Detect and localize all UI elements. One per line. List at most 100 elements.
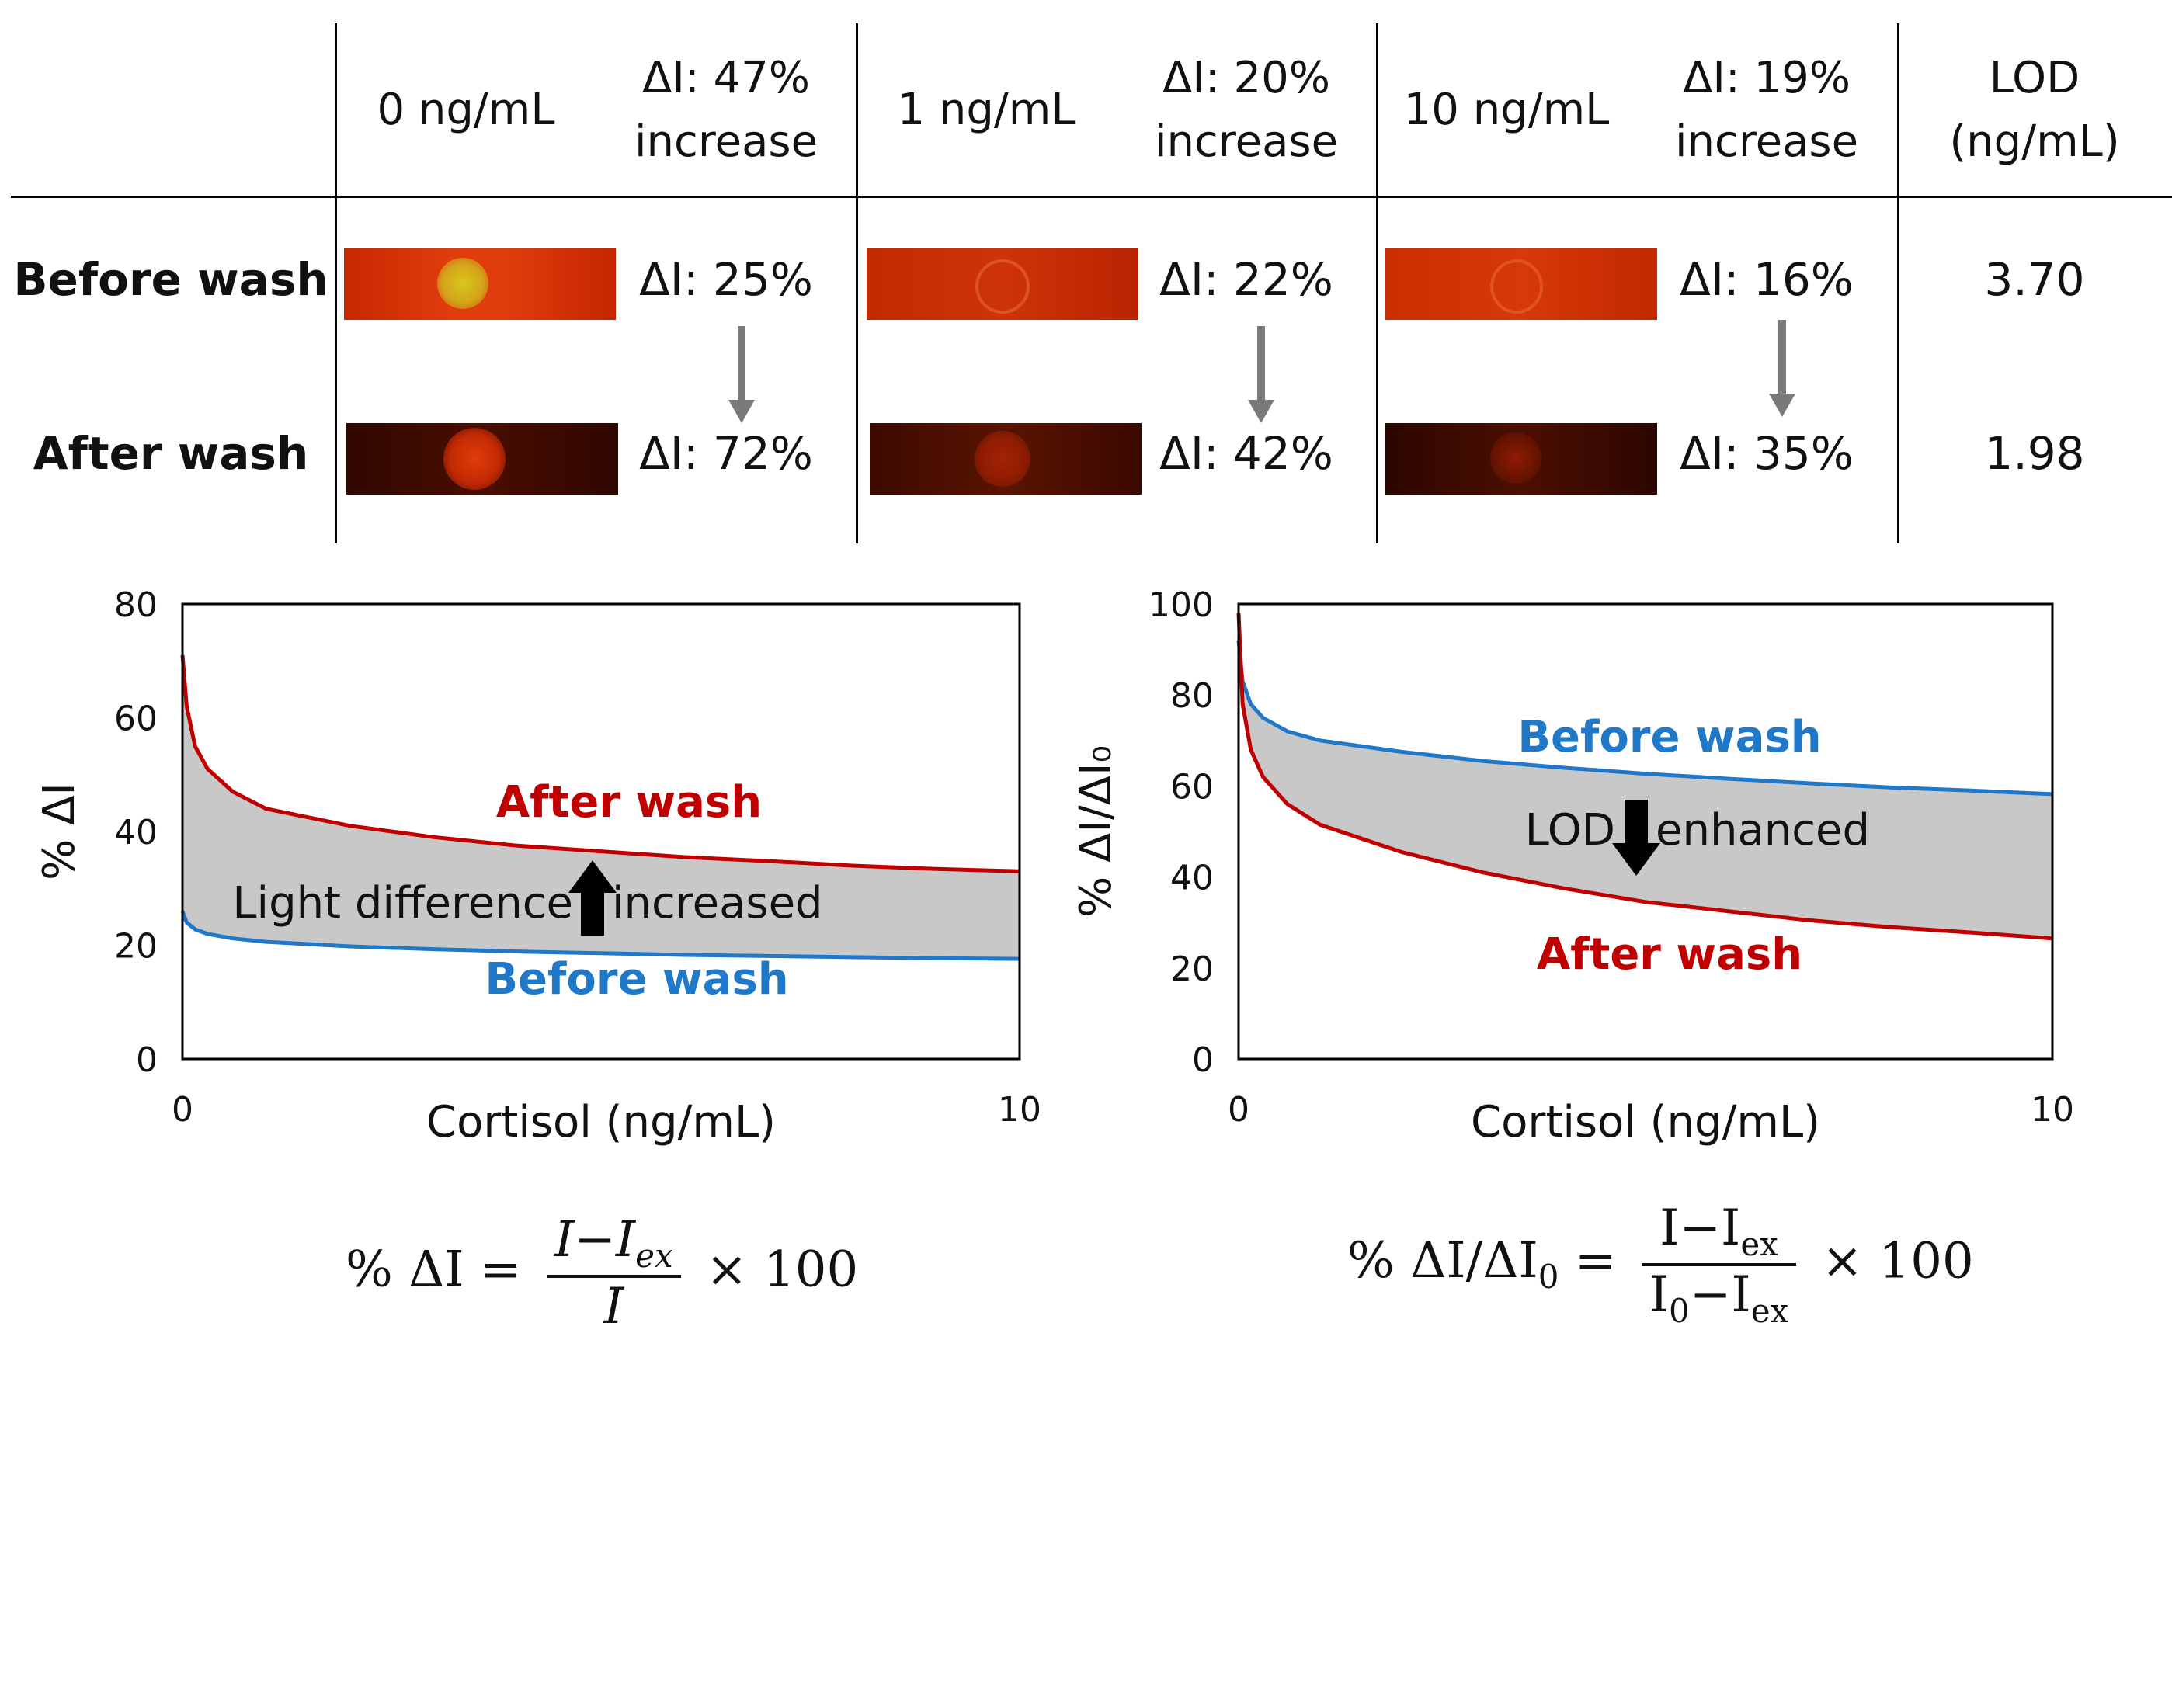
strip-image-after-0 (346, 423, 618, 495)
row-label-after-wash: After wash (33, 427, 309, 480)
plot-frame (181, 602, 1021, 1061)
after-wash-delta-1: ΔI: 42% (1159, 427, 1333, 480)
formula-lhs: % ΔI = (346, 1241, 522, 1299)
before-wash-delta-1: ΔI: 22% (1159, 253, 1333, 306)
formula-eq: = (1574, 1232, 1617, 1290)
table-col-divider (335, 23, 337, 543)
formula-lhs: % ΔI/ΔI0 (1347, 1232, 1559, 1297)
after-wash-delta-2: ΔI: 35% (1680, 427, 1854, 480)
down-arrow-1 (1257, 326, 1265, 404)
y-tick-label: 60 (1170, 767, 1214, 807)
plot-frame (1237, 602, 2054, 1061)
strip-image-before-0 (344, 248, 616, 320)
down-arrow-head-0 (728, 400, 755, 423)
series-line-after-wash (1236, 613, 2053, 941)
formula-percent-delta-i: % ΔI = I−Iex I × 100 (346, 1211, 858, 1335)
up-arrow-icon (568, 860, 617, 936)
strip-image-after-1 (870, 423, 1142, 495)
charts-canvas: 0 20 40 60 80 0 10 Cortisol (ng/mL) % ΔI Afte… (34, 585, 2074, 1147)
fluorescent-spot (975, 431, 1030, 487)
chart-percent-delta-i-over-i0: 0 20 40 60 80 100 0 10 Cortisol (ng/mL) % ΔI/Δ… (1071, 585, 2074, 1147)
down-arrow-head-2 (1769, 394, 1795, 417)
y-tick-label: 20 (1170, 949, 1214, 989)
after-wash-delta-0: ΔI: 72% (639, 427, 813, 480)
formula-denominator: I0−Iex (1649, 1265, 1789, 1330)
x-tick-label: 10 (2031, 1090, 2074, 1130)
fluorescent-spot (1490, 432, 1541, 484)
x-axis-label: Cortisol (ng/mL) (426, 1097, 776, 1147)
annotation-after-wash: After wash (1537, 929, 1802, 980)
formula-denominator: I (603, 1277, 624, 1335)
header-lod-l2: (ng/mL) (1949, 116, 2120, 167)
fluorescent-spot (437, 258, 488, 309)
annotation-after-wash: After wash (496, 777, 762, 828)
y-tick-label: 0 (136, 1040, 158, 1080)
fluorescent-spot (443, 428, 506, 490)
annotation-enhanced: enhanced (1656, 805, 1870, 856)
strip-image-after-2 (1385, 423, 1657, 495)
header-conc-1: 1 ng/mL (897, 85, 1076, 135)
formula-fraction: I−Iex I (546, 1211, 681, 1335)
strip-image-before-1 (867, 248, 1138, 320)
strip-image-before-2 (1385, 248, 1657, 320)
fluorescent-spot (975, 259, 1030, 314)
y-tick-label: 40 (1170, 859, 1214, 898)
down-arrow-head-1 (1248, 400, 1274, 423)
header-delta-2-l2: increase (1674, 116, 1859, 167)
annotation-light-difference: Light difference (232, 878, 573, 929)
header-delta-0-l2: increase (634, 116, 818, 167)
annotation-before-wash: Before wash (1517, 712, 1821, 762)
header-conc-2: 10 ng/mL (1403, 85, 1610, 135)
x-tick-label: 0 (172, 1090, 193, 1130)
series-line-before-wash (180, 910, 1020, 961)
annotation-increased: increased (612, 878, 823, 929)
header-delta-0-l1: ΔI: 47% (642, 53, 810, 103)
formula-rhs: × 100 (706, 1241, 859, 1299)
y-axis-label: % ΔI/ΔI₀ (1071, 745, 1121, 918)
fluorescent-spot (1490, 259, 1543, 314)
down-arrow-icon (1612, 800, 1660, 876)
x-tick-label: 10 (998, 1090, 1041, 1130)
y-tick-label: 60 (114, 700, 158, 739)
before-wash-delta-0: ΔI: 25% (639, 253, 813, 306)
series-line-after-wash (180, 654, 1020, 873)
formula-fraction: I−Iex I0−Iex (1641, 1199, 1797, 1330)
formula-numerator: I−Iex (1641, 1199, 1797, 1266)
y-tick-labels: 0 20 40 60 80 (114, 585, 158, 1080)
y-tick-labels: 0 20 40 60 80 100 (1149, 585, 1214, 1080)
annotation-lod: LOD (1525, 805, 1615, 856)
y-tick-label: 0 (1192, 1040, 1214, 1080)
y-tick-label: 40 (114, 813, 158, 852)
before-wash-lod: 3.70 (1984, 253, 2085, 306)
before-wash-delta-2: ΔI: 16% (1680, 253, 1854, 306)
formula-rhs: × 100 (1821, 1232, 1974, 1290)
table-col-divider (1897, 23, 1899, 543)
table-header-divider (11, 196, 2172, 198)
y-tick-label: 20 (114, 927, 158, 967)
header-delta-2-l1: ΔI: 19% (1683, 53, 1851, 103)
shaded-difference-area (182, 654, 1020, 960)
table-col-divider (1376, 23, 1378, 543)
formula-percent-delta-i-over-i0: % ΔI/ΔI0 = I−Iex I0−Iex × 100 (1347, 1199, 1974, 1330)
annotation-before-wash: Before wash (485, 954, 788, 1005)
header-delta-1-l1: ΔI: 20% (1162, 53, 1330, 103)
header-conc-0: 0 ng/mL (377, 85, 555, 135)
y-tick-label: 100 (1149, 585, 1214, 625)
down-arrow-2 (1778, 320, 1786, 397)
formula-numerator: I−Iex (546, 1211, 681, 1278)
y-tick-label: 80 (1170, 676, 1214, 716)
after-wash-lod: 1.98 (1984, 427, 2085, 480)
x-tick-label: 0 (1228, 1090, 1249, 1130)
y-tick-label: 80 (114, 585, 158, 625)
header-delta-1-l2: increase (1154, 116, 1339, 167)
series-line-before-wash (1236, 640, 2053, 797)
y-axis-label: % ΔI (34, 783, 85, 880)
x-tick-labels: 0 10 (1228, 1090, 2074, 1130)
down-arrow-0 (738, 326, 745, 404)
x-axis-label: Cortisol (ng/mL) (1471, 1097, 1820, 1147)
table-col-divider (856, 23, 858, 543)
chart-percent-delta-i: 0 20 40 60 80 0 10 Cortisol (ng/mL) % ΔI Afte… (34, 585, 1041, 1147)
row-label-before-wash: Before wash (13, 253, 328, 306)
header-lod-l1: LOD (1989, 53, 2080, 103)
shaded-difference-area (1239, 613, 2052, 939)
